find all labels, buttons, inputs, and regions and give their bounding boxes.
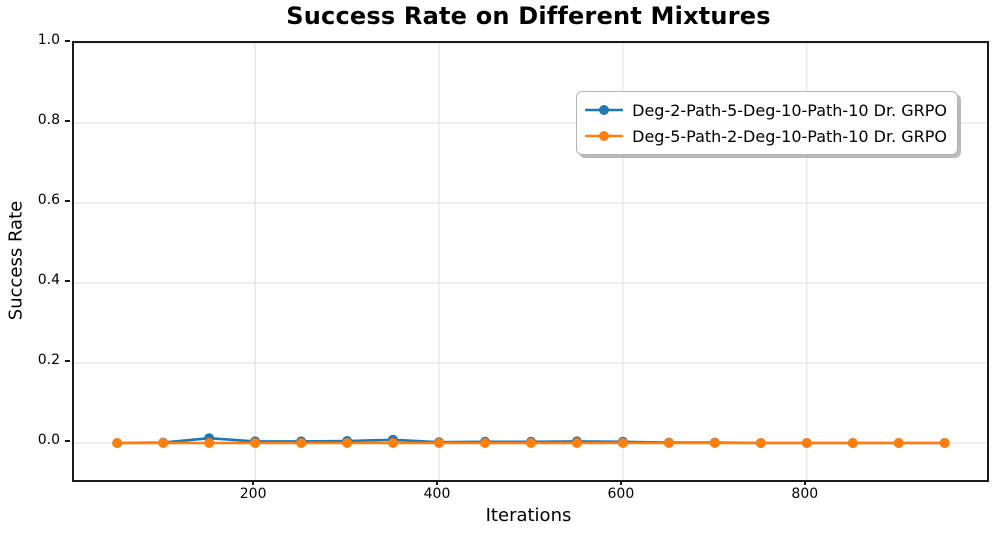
- y-tick-label: 0.0: [37, 432, 60, 448]
- y-tick-label: 0.2: [37, 352, 60, 368]
- y-tick-mark: [65, 440, 70, 442]
- legend-label: Deg-2-Path-5-Deg-10-Path-10 Dr. GRPO: [632, 100, 947, 120]
- y-tick-mark: [65, 200, 70, 202]
- x-tick-mark: [620, 480, 622, 485]
- legend-item: Deg-2-Path-5-Deg-10-Path-10 Dr. GRPO: [585, 97, 947, 123]
- y-tick-mark: [65, 360, 70, 362]
- x-tick-label: 800: [791, 486, 819, 502]
- legend-line-sample: [585, 105, 624, 115]
- data-point: [571, 438, 582, 448]
- y-tick-mark: [65, 40, 70, 42]
- y-tick-mark: [65, 120, 70, 122]
- x-axis-label: Iterations: [485, 505, 572, 526]
- data-point: [112, 438, 123, 448]
- data-point: [526, 438, 536, 448]
- x-tick-mark: [804, 480, 806, 485]
- data-point: [617, 438, 628, 448]
- data-point: [342, 438, 353, 448]
- data-point: [204, 438, 215, 448]
- x-tick-label: 600: [607, 486, 635, 502]
- legend: Deg-2-Path-5-Deg-10-Path-10 Dr. GRPO Deg-…: [576, 91, 958, 155]
- legend-marker-icon: [599, 105, 610, 115]
- legend-line-sample: [585, 131, 624, 141]
- x-tick-label: 400: [423, 486, 451, 502]
- data-point: [663, 438, 674, 448]
- data-point: [801, 438, 812, 448]
- y-axis-label: Success Rate: [5, 200, 27, 321]
- data-point: [709, 438, 720, 448]
- x-tick-label: 200: [239, 486, 267, 502]
- y-tick-label: 0.8: [37, 112, 60, 128]
- legend-marker-icon: [599, 131, 610, 141]
- data-point: [158, 438, 169, 448]
- x-tick-mark: [252, 480, 254, 485]
- legend-label: Deg-5-Path-2-Deg-10-Path-10 Dr. GRPO: [632, 126, 947, 146]
- data-point: [939, 438, 950, 448]
- data-point: [480, 438, 490, 448]
- chart-title: Success Rate on Different Mixtures: [286, 2, 771, 30]
- y-tick-label: 0.6: [37, 192, 60, 208]
- data-point: [388, 438, 398, 448]
- data-point: [893, 438, 904, 448]
- x-tick-mark: [436, 480, 438, 485]
- data-point: [847, 438, 858, 448]
- y-tick-mark: [65, 280, 70, 282]
- data-point: [296, 438, 307, 448]
- plot-area: Deg-2-Path-5-Deg-10-Path-10 Dr. GRPO Deg-…: [72, 41, 989, 482]
- data-point: [434, 438, 444, 448]
- y-tick-label: 0.4: [37, 272, 60, 288]
- plot-canvas: [74, 43, 987, 480]
- legend-item: Deg-5-Path-2-Deg-10-Path-10 Dr. GRPO: [585, 123, 947, 149]
- y-tick-label: 1.0: [37, 32, 60, 48]
- data-point: [250, 438, 261, 448]
- data-point: [755, 438, 766, 448]
